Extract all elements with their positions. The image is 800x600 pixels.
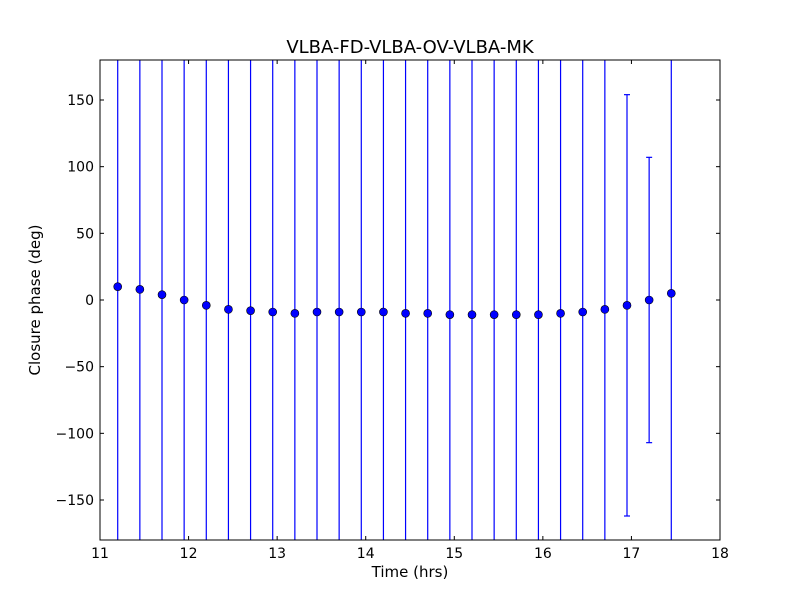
data-point xyxy=(268,307,278,317)
x-tick-label: 15 xyxy=(445,546,463,562)
data-point xyxy=(157,290,167,299)
data-point xyxy=(467,310,477,319)
x-tick-label: 13 xyxy=(268,546,286,562)
plot-background xyxy=(100,60,720,540)
x-tick-label: 16 xyxy=(534,546,552,562)
y-tick-label: 100 xyxy=(67,160,94,176)
data-point xyxy=(600,305,610,314)
y-ticks-group: −150 −100 −50 0 50 100 150 xyxy=(56,93,720,509)
y-tick-label: −50 xyxy=(64,360,94,376)
y-tick-label: 0 xyxy=(85,293,94,309)
data-point xyxy=(511,310,521,319)
x-tick-label: 14 xyxy=(357,546,375,562)
y-tick-label: 50 xyxy=(76,226,94,242)
x-tick-label: 11 xyxy=(91,546,109,562)
x-tick-label: 12 xyxy=(180,546,198,562)
data-point xyxy=(135,285,145,294)
data-point xyxy=(445,310,455,319)
data-point xyxy=(224,305,233,314)
data-point xyxy=(179,295,189,305)
data-point xyxy=(312,307,322,317)
data-point xyxy=(356,307,366,317)
data-point xyxy=(644,295,654,305)
data-point xyxy=(423,309,433,318)
y-tick-label: −100 xyxy=(56,426,94,442)
x-axis-label: Time (hrs) xyxy=(371,563,449,581)
errorbars-group xyxy=(117,60,672,540)
data-point xyxy=(113,282,123,291)
data-point xyxy=(666,289,676,298)
x-tick-label: 17 xyxy=(623,546,641,562)
y-axis-label: Closure phase (deg) xyxy=(26,225,44,376)
data-point xyxy=(401,309,410,318)
data-point xyxy=(578,307,588,317)
data-point xyxy=(201,301,211,310)
data-point xyxy=(556,309,565,318)
x-tick-label: 18 xyxy=(711,546,729,562)
x-ticks-group: 11 12 13 14 15 16 17 18 xyxy=(91,60,729,562)
data-point xyxy=(379,307,388,317)
data-point xyxy=(489,310,499,319)
data-point xyxy=(334,307,344,317)
chart-title: VLBA-FD-VLBA-OV-VLBA-MK xyxy=(286,37,535,58)
y-tick-label: −150 xyxy=(56,493,94,509)
data-point xyxy=(246,306,255,315)
data-point xyxy=(290,309,300,318)
data-point xyxy=(534,310,543,319)
y-tick-label: 150 xyxy=(67,93,94,109)
data-point xyxy=(622,301,632,310)
points-group xyxy=(113,282,676,319)
